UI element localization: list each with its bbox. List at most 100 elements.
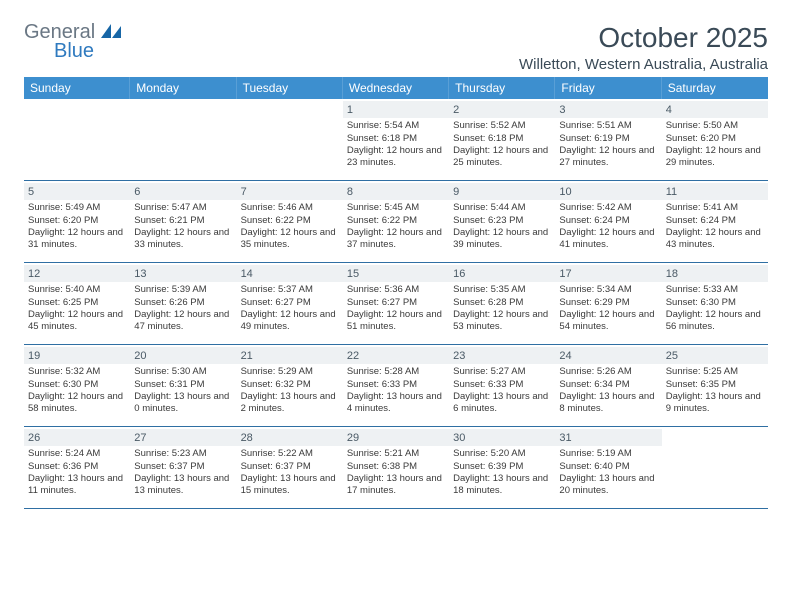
header: General Blue October 2025 Willetton, Wes… bbox=[24, 22, 768, 73]
sunset-line: Sunset: 6:37 PM bbox=[134, 461, 232, 473]
day-number: 9 bbox=[449, 183, 555, 200]
day-number: 30 bbox=[449, 429, 555, 446]
day-number: 14 bbox=[237, 265, 343, 282]
daylight-line: Daylight: 13 hours and 0 minutes. bbox=[134, 391, 232, 416]
day-cell: 31Sunrise: 5:19 AMSunset: 6:40 PMDayligh… bbox=[555, 427, 661, 508]
daylight-line: Daylight: 12 hours and 41 minutes. bbox=[559, 227, 657, 252]
day-number: 22 bbox=[343, 347, 449, 364]
day-of-week-header: SundayMondayTuesdayWednesdayThursdayFrid… bbox=[24, 77, 768, 99]
daylight-line: Daylight: 13 hours and 9 minutes. bbox=[666, 391, 764, 416]
day-cell bbox=[237, 99, 343, 180]
day-cell: 20Sunrise: 5:30 AMSunset: 6:31 PMDayligh… bbox=[130, 345, 236, 426]
daylight-line: Daylight: 13 hours and 6 minutes. bbox=[453, 391, 551, 416]
sunrise-line: Sunrise: 5:28 AM bbox=[347, 366, 445, 378]
day-cell bbox=[662, 427, 768, 508]
dow-cell: Saturday bbox=[662, 77, 768, 99]
week-row: 5Sunrise: 5:49 AMSunset: 6:20 PMDaylight… bbox=[24, 181, 768, 263]
sunset-line: Sunset: 6:22 PM bbox=[241, 215, 339, 227]
daylight-line: Daylight: 12 hours and 39 minutes. bbox=[453, 227, 551, 252]
day-cell: 12Sunrise: 5:40 AMSunset: 6:25 PMDayligh… bbox=[24, 263, 130, 344]
day-cell: 2Sunrise: 5:52 AMSunset: 6:18 PMDaylight… bbox=[449, 99, 555, 180]
day-cell: 5 Sunrise: 5:49 AMSunset: 6:20 PMDaylight… bbox=[24, 181, 130, 262]
sunset-line: Sunset: 6:25 PM bbox=[28, 297, 126, 309]
sunrise-line: Sunrise: 5:23 AM bbox=[134, 448, 232, 460]
day-cell: 8 Sunrise: 5:45 AMSunset: 6:22 PMDaylight… bbox=[343, 181, 449, 262]
day-number: 24 bbox=[555, 347, 661, 364]
week-row: 19Sunrise: 5:32 AMSunset: 6:30 PMDayligh… bbox=[24, 345, 768, 427]
sunset-line: Sunset: 6:20 PM bbox=[28, 215, 126, 227]
day-number: 16 bbox=[449, 265, 555, 282]
day-cell: 16Sunrise: 5:35 AMSunset: 6:28 PMDayligh… bbox=[449, 263, 555, 344]
daylight-line: Daylight: 12 hours and 31 minutes. bbox=[28, 227, 126, 252]
dow-cell: Monday bbox=[130, 77, 236, 99]
daylight-line: Daylight: 12 hours and 27 minutes. bbox=[559, 145, 657, 170]
sunset-line: Sunset: 6:35 PM bbox=[666, 379, 764, 391]
day-cell: 6Sunrise: 5:47 AMSunset: 6:21 PMDaylight… bbox=[130, 181, 236, 262]
sunset-line: Sunset: 6:33 PM bbox=[453, 379, 551, 391]
sunrise-line: Sunrise: 5:24 AM bbox=[28, 448, 126, 460]
sunset-line: Sunset: 6:27 PM bbox=[347, 297, 445, 309]
sunrise-line: Sunrise: 5:32 AM bbox=[28, 366, 126, 378]
sunrise-line: Sunrise: 5:19 AM bbox=[559, 448, 657, 460]
sunset-line: Sunset: 6:21 PM bbox=[134, 215, 232, 227]
daylight-line: Daylight: 13 hours and 8 minutes. bbox=[559, 391, 657, 416]
sunset-line: Sunset: 6:19 PM bbox=[559, 133, 657, 145]
daylight-line: Daylight: 13 hours and 20 minutes. bbox=[559, 473, 657, 498]
sunrise-line: Sunrise: 5:54 AM bbox=[347, 120, 445, 132]
daylight-line: Daylight: 12 hours and 45 minutes. bbox=[28, 309, 126, 334]
calendar-grid: SundayMondayTuesdayWednesdayThursdayFrid… bbox=[24, 77, 768, 509]
day-cell: 3Sunrise: 5:51 AMSunset: 6:19 PMDaylight… bbox=[555, 99, 661, 180]
dow-cell: Wednesday bbox=[343, 77, 449, 99]
day-cell: 23Sunrise: 5:27 AMSunset: 6:33 PMDayligh… bbox=[449, 345, 555, 426]
day-number: 2 bbox=[449, 101, 555, 118]
sunrise-line: Sunrise: 5:49 AM bbox=[28, 202, 126, 214]
day-number: 26 bbox=[24, 429, 130, 446]
day-number: 6 bbox=[130, 183, 236, 200]
week-row: 12Sunrise: 5:40 AMSunset: 6:25 PMDayligh… bbox=[24, 263, 768, 345]
sunset-line: Sunset: 6:28 PM bbox=[453, 297, 551, 309]
sunrise-line: Sunrise: 5:45 AM bbox=[347, 202, 445, 214]
day-cell: 4Sunrise: 5:50 AMSunset: 6:20 PMDaylight… bbox=[662, 99, 768, 180]
sunrise-line: Sunrise: 5:26 AM bbox=[559, 366, 657, 378]
day-number: 12 bbox=[24, 265, 130, 282]
daylight-line: Daylight: 12 hours and 54 minutes. bbox=[559, 309, 657, 334]
sunset-line: Sunset: 6:23 PM bbox=[453, 215, 551, 227]
sunrise-line: Sunrise: 5:22 AM bbox=[241, 448, 339, 460]
daylight-line: Daylight: 13 hours and 17 minutes. bbox=[347, 473, 445, 498]
day-cell: 28Sunrise: 5:22 AMSunset: 6:37 PMDayligh… bbox=[237, 427, 343, 508]
daylight-line: Daylight: 12 hours and 43 minutes. bbox=[666, 227, 764, 252]
sunset-line: Sunset: 6:40 PM bbox=[559, 461, 657, 473]
daylight-line: Daylight: 12 hours and 47 minutes. bbox=[134, 309, 232, 334]
daylight-line: Daylight: 12 hours and 37 minutes. bbox=[347, 227, 445, 252]
day-number: 10 bbox=[555, 183, 661, 200]
day-cell: 7Sunrise: 5:46 AMSunset: 6:22 PMDaylight… bbox=[237, 181, 343, 262]
sunset-line: Sunset: 6:33 PM bbox=[347, 379, 445, 391]
sunset-line: Sunset: 6:18 PM bbox=[347, 133, 445, 145]
sunrise-line: Sunrise: 5:51 AM bbox=[559, 120, 657, 132]
logo: General Blue bbox=[24, 22, 123, 62]
daylight-line: Daylight: 13 hours and 11 minutes. bbox=[28, 473, 126, 498]
day-cell: 24Sunrise: 5:26 AMSunset: 6:34 PMDayligh… bbox=[555, 345, 661, 426]
logo-text: General Blue bbox=[24, 22, 123, 62]
sunset-line: Sunset: 6:38 PM bbox=[347, 461, 445, 473]
day-cell bbox=[24, 99, 130, 180]
day-cell: 9Sunrise: 5:44 AMSunset: 6:23 PMDaylight… bbox=[449, 181, 555, 262]
sunset-line: Sunset: 6:36 PM bbox=[28, 461, 126, 473]
sunrise-line: Sunrise: 5:30 AM bbox=[134, 366, 232, 378]
day-cell: 10Sunrise: 5:42 AMSunset: 6:24 PMDayligh… bbox=[555, 181, 661, 262]
sunrise-line: Sunrise: 5:41 AM bbox=[666, 202, 764, 214]
day-cell: 25Sunrise: 5:25 AMSunset: 6:35 PMDayligh… bbox=[662, 345, 768, 426]
day-number: 8 bbox=[343, 183, 449, 200]
dow-cell: Friday bbox=[555, 77, 661, 99]
sunrise-line: Sunrise: 5:52 AM bbox=[453, 120, 551, 132]
day-cell: 29Sunrise: 5:21 AMSunset: 6:38 PMDayligh… bbox=[343, 427, 449, 508]
sunset-line: Sunset: 6:22 PM bbox=[347, 215, 445, 227]
day-cell: 27Sunrise: 5:23 AMSunset: 6:37 PMDayligh… bbox=[130, 427, 236, 508]
day-number: 18 bbox=[662, 265, 768, 282]
sunrise-line: Sunrise: 5:47 AM bbox=[134, 202, 232, 214]
sunrise-line: Sunrise: 5:50 AM bbox=[666, 120, 764, 132]
logo-sail-icon bbox=[101, 24, 123, 40]
day-number: 5 bbox=[24, 183, 130, 200]
daylight-line: Daylight: 12 hours and 49 minutes. bbox=[241, 309, 339, 334]
daylight-line: Daylight: 12 hours and 35 minutes. bbox=[241, 227, 339, 252]
